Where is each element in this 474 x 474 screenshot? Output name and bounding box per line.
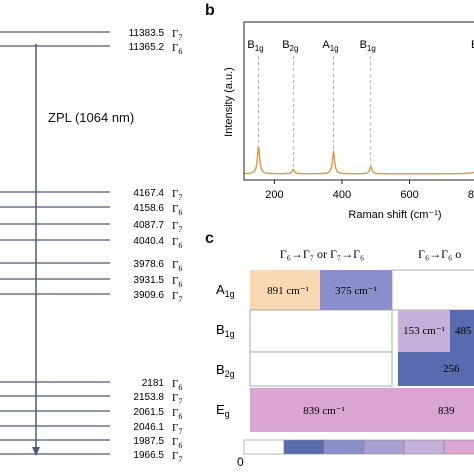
energy-level-symbol: Γ7 [172,28,182,42]
energy-level-symbol: Γ6 [172,436,182,450]
energy-level-value: 2061.5 [133,407,164,418]
row-labels: A1g B1g B2g Eg [216,282,235,419]
x-ticks: 200 400 600 800 [265,180,474,201]
energy-level-value: 11383.5 [129,28,165,39]
raman-spectrum-chart: B1gB2gA1gB1gB1gE 200400600800 Intensity … [223,21,474,221]
cell-eg-839 [250,388,398,432]
cell-eg-839b [398,388,474,432]
energy-level-value: 3978.6 [133,259,164,270]
cell-a1g-891 [250,270,320,310]
raman-series-line [244,146,474,175]
x-tick-label: 600 [400,189,418,201]
cell-text-153: 153 cm⁻¹ [403,325,445,337]
energy-level-symbol: Γ7 [172,188,182,202]
energy-level-value: 4040.4 [133,236,164,247]
cell-b1g-153 [398,310,450,352]
peak-guides [258,56,372,169]
energy-level-symbol: Γ6 [172,236,182,250]
row-label: B2g [216,362,235,379]
cell-text-375: 375 cm⁻¹ [335,285,377,297]
energy-level-value: 3931.5 [133,275,164,286]
energy-level-value: 1966.5 [133,450,164,461]
colorbar-segment [403,439,445,455]
peak-label: B1g [471,39,474,53]
cell-text-485: 485 [455,325,472,337]
colorbar-segment [323,439,365,455]
row-label: B1g [216,322,235,339]
cell-text-256: 256 [443,363,460,375]
colorbar-segment [443,439,474,455]
energy-level-value: 4158.6 [133,203,164,214]
colorbar-segment [243,439,285,455]
zpl-arrow [32,44,40,456]
energy-level-diagram: 11383.5 Γ7 11365.2 Γ6 4167.4 Γ7 4158.6 Γ6 4087.7… [0,28,182,464]
energy-level-symbol: Γ7 [172,450,182,464]
energy-level-value: 2153.8 [133,392,164,403]
energy-level-symbol: Γ7 [172,290,182,304]
energy-level-symbol: Γ6 [172,378,182,392]
cell-a1g-375 [320,270,392,310]
header-right: Γ₆→Γ₆ o [418,247,461,261]
cell-text-839b: 839 [438,405,455,417]
energy-level-value: 1987.5 [133,436,164,447]
colorbar-segment [363,439,405,455]
energy-level-symbol: Γ6 [172,203,182,217]
energy-level-value: 3909.6 [133,290,164,301]
colorbar-min-label: 0 [237,455,244,469]
cell-b1g-empty [249,309,393,353]
energy-level-value: 4167.4 [133,188,164,199]
plot-frame [243,21,474,181]
x-tick-label: 400 [333,189,351,201]
energy-levels: 11383.5 Γ7 11365.2 Γ6 4167.4 Γ7 4158.6 Γ6 4087.7… [0,28,182,464]
energy-level-symbol: Γ6 [172,407,182,421]
energy-level-symbol: Γ7 [172,392,182,406]
row-label: Eg [216,402,230,419]
energy-level-symbol: Γ7 [172,422,182,436]
colorbar [243,439,474,455]
cell-b1g-485 [450,310,474,352]
energy-level-value: 4087.7 [133,220,164,231]
cell-text-839: 839 cm⁻¹ [303,405,345,417]
colorbar-segment [283,439,325,455]
energy-level-symbol: Γ6 [172,259,182,273]
header-left: Γ₆→Γ₇ or Γ₇→Γ₆ [280,247,364,261]
row-label: A1g [216,282,235,299]
zpl-label: ZPL (1064 nm) [48,110,134,125]
cell-a1g-empty [391,269,474,311]
cell-text-891: 891 cm⁻¹ [267,285,309,297]
energy-level-value: 11365.2 [129,42,165,53]
cell-b2g-256 [398,352,474,386]
x-tick-label: 800 [468,189,474,201]
y-axis-label: Intensity (a.u.) [223,67,235,137]
panel-c-label: c [205,230,214,247]
energy-level-symbol: Γ7 [172,220,182,234]
energy-level-value: 2046.1 [133,422,164,433]
energy-level-value: 2181 [142,378,165,389]
panel-b-label: b [205,2,215,19]
x-tick-label: 200 [265,189,283,201]
cell-b2g-empty [249,351,393,387]
energy-level-symbol: Γ6 [172,42,182,56]
x-axis-label: Raman shift (cm⁻¹) [348,209,441,221]
energy-level-symbol: Γ6 [172,275,182,289]
